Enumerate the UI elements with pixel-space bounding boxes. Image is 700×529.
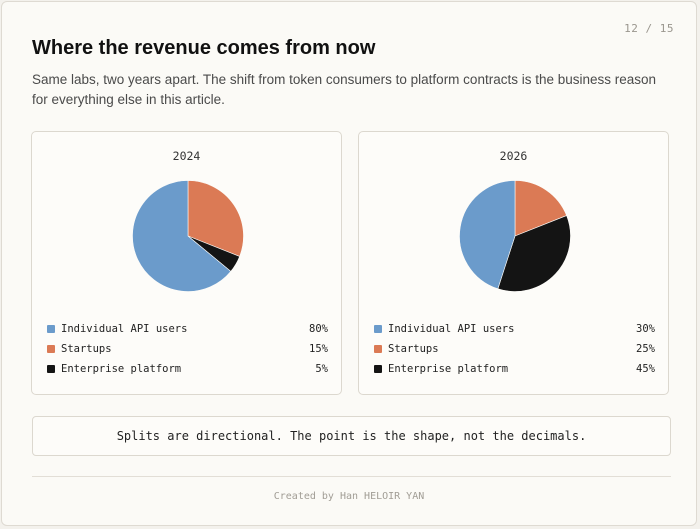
legend-swatch [47,365,55,373]
page-title: Where the revenue comes from now [32,37,376,59]
legend-item-individual: Individual API users 80% [47,319,328,339]
chart-panel-2026: 2026 Individual API users 30% Startups 2… [358,131,669,395]
legend-label: Startups [388,343,439,355]
chart-title: 2026 [499,149,528,163]
legend-item-startups: Startups 25% [374,339,655,359]
author-credit: Created by Han HELOIR YAN [273,491,425,502]
legend-swatch [47,345,55,353]
slice-individual [459,180,516,290]
slice-startups [187,180,244,257]
legend-item-individual: Individual API users 30% [374,319,655,339]
legend-item-startups: Startups 15% [47,339,328,359]
legend-label: Startups [61,343,112,355]
legend-swatch [374,365,382,373]
slice-enterprise [497,215,571,292]
legend-value: 30% [636,323,655,335]
legend-item-enterprise: Enterprise platform 45% [374,359,655,379]
page-subtitle: Same labs, two years apart. The shift fr… [32,72,657,107]
legend-item-enterprise: Enterprise platform 5% [47,359,328,379]
legend-swatch [47,325,55,333]
legend-value: 5% [315,363,328,375]
chart-title: 2024 [172,149,201,163]
pie-chart-2026 [459,180,571,292]
legend-value: 45% [636,363,655,375]
chart-panel-2024: 2024 Individual API users 80% Startups 1… [31,131,342,395]
legend-value: 15% [309,343,328,355]
legend-value: 80% [309,323,328,335]
slice-startups [514,180,567,237]
chart-legend: Individual API users 80% Startups 15% En… [47,319,328,379]
footnote-box: Splits are directional. The point is the… [32,416,671,456]
legend-value: 25% [636,343,655,355]
legend-label: Individual API users [61,323,188,335]
legend-label: Individual API users [388,323,515,335]
chart-legend: Individual API users 30% Startups 25% En… [374,319,655,379]
legend-swatch [374,345,382,353]
legend-label: Enterprise platform [61,363,182,375]
legend-label: Enterprise platform [388,363,509,375]
page-number: 12 / 15 [624,22,674,35]
legend-swatch [374,325,382,333]
slice-individual [132,180,232,292]
divider [32,476,671,477]
pie-chart-2024 [132,180,244,292]
